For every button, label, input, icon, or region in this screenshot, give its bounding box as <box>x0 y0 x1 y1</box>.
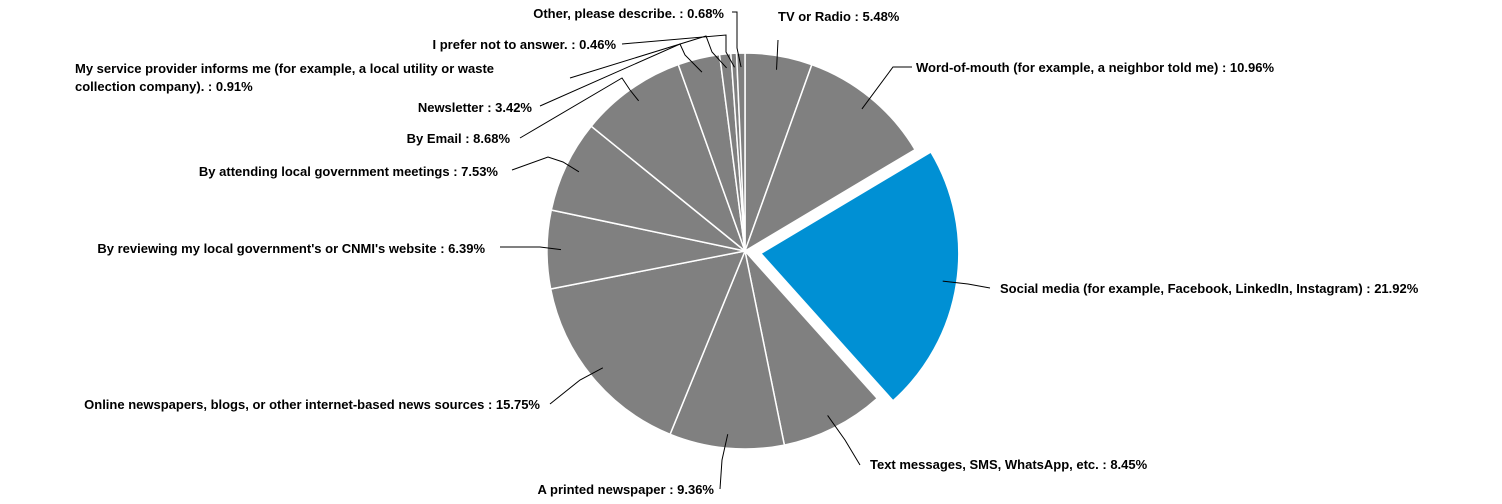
slice-label-13: Other, please describe. : 0.68% <box>533 6 724 21</box>
pie-slice-9 <box>590 63 747 254</box>
leader-line-12 <box>621 34 735 68</box>
leader-line-2 <box>861 66 912 110</box>
leader-line-3 <box>942 280 991 289</box>
leader-line-6 <box>549 367 604 405</box>
pie-slices <box>546 52 960 450</box>
leader-line-10 <box>539 43 703 107</box>
leader-line-7 <box>500 246 562 251</box>
leader-line-8 <box>511 156 580 173</box>
pie-slice-6 <box>549 249 747 436</box>
pie-slice-3 <box>759 150 960 402</box>
leader-line-9 <box>519 77 640 139</box>
leader-line-1 <box>776 39 779 70</box>
slice-label-1: TV or Radio : 5.48% <box>778 9 900 24</box>
leader-line-13 <box>732 11 742 68</box>
leader-line-11 <box>569 35 727 79</box>
slice-label-7: By reviewing my local government's or CN… <box>97 241 485 256</box>
leader-line-5 <box>719 434 729 490</box>
slice-label-11: My service provider informs me (for exam… <box>75 61 494 94</box>
slice-label-10: Newsletter : 3.42% <box>418 100 533 115</box>
leader-lines <box>500 11 991 490</box>
leader-line-4 <box>827 415 861 466</box>
slice-label-12: I prefer not to answer. : 0.46% <box>433 37 617 52</box>
pie-slice-13 <box>735 52 746 252</box>
slice-labels: TV or Radio : 5.48% Word-of-mouth (for ex… <box>75 6 1419 497</box>
pie-slice-4 <box>743 248 879 446</box>
slice-label-5: A printed newspaper : 9.36% <box>537 482 714 497</box>
pie-slice-5 <box>669 248 786 450</box>
pie-slice-2 <box>743 63 917 253</box>
slice-label-6: Online newspapers, blogs, or other inter… <box>84 397 540 412</box>
slice-label-2: Word-of-mouth (for example, a neighbor t… <box>916 60 1274 75</box>
slice-label-9: By Email : 8.68% <box>407 131 511 146</box>
slice-label-3: Social media (for example, Facebook, Lin… <box>1000 281 1419 296</box>
slice-label-4: Text messages, SMS, WhatsApp, etc. : 8.4… <box>870 457 1148 472</box>
slice-label-8: By attending local government meetings :… <box>199 164 499 179</box>
